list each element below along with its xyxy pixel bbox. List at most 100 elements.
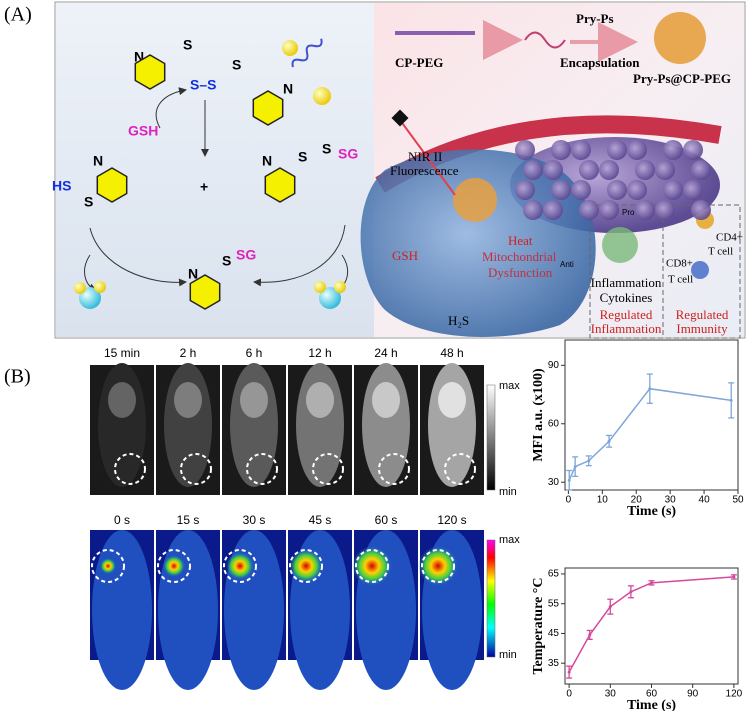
colorbar-label: min — [499, 486, 517, 498]
atom: N — [262, 153, 272, 169]
hot-spot — [289, 549, 323, 583]
spring-icon — [291, 38, 323, 68]
data-point — [567, 670, 571, 674]
cell — [360, 149, 596, 337]
data-point — [629, 590, 633, 594]
atom: S — [222, 253, 231, 269]
time-label: 12 h — [308, 346, 331, 360]
pyridine-ring — [189, 274, 221, 310]
data-point — [607, 439, 611, 443]
label: CP-PEG — [395, 55, 443, 70]
y-axis-label: Temperature °C — [531, 578, 546, 675]
pyridine-ring — [264, 167, 296, 203]
nanoparticle — [453, 178, 497, 222]
x-axis-label: Time (s) — [627, 698, 676, 711]
label: Pry-Ps@CP-PEG — [633, 71, 731, 86]
colorbar — [486, 539, 496, 658]
label: T cell — [668, 274, 693, 286]
atom: S–S — [190, 77, 216, 93]
reagent: GSH — [128, 123, 158, 139]
tumor-cell — [663, 180, 683, 200]
x-tick-label: 0 — [566, 495, 572, 506]
atom: S — [84, 194, 93, 210]
hot-spot — [226, 552, 254, 580]
atom: N — [283, 81, 293, 97]
schematic: CP-PEG Pry-Ps Encapsulation Pry-Ps@CP-PE… — [360, 11, 743, 339]
label: NIR II — [408, 149, 442, 164]
mouse-body — [296, 363, 344, 487]
time-label: 45 s — [309, 513, 332, 527]
data-point — [648, 387, 652, 391]
data-point — [567, 478, 571, 482]
tumor-marker — [157, 549, 191, 583]
colorbar — [486, 384, 496, 491]
colorbar-label: max — [499, 534, 520, 546]
tumor-marker — [312, 453, 344, 485]
y-tick-label: 45 — [548, 628, 560, 639]
nanoparticle — [654, 12, 706, 64]
cytokines-icon — [602, 227, 638, 263]
mouse-glow — [438, 382, 466, 418]
label: Dysfunction — [488, 265, 553, 280]
tumor-cell — [571, 140, 591, 160]
atom: S — [232, 57, 241, 73]
label: CD4+ — [716, 232, 743, 244]
mouse-body — [230, 363, 278, 487]
atom: S — [322, 141, 331, 157]
time-label: 30 s — [243, 513, 266, 527]
data-point — [732, 575, 736, 579]
x-tick-label: 10 — [597, 495, 609, 506]
label: Immunity — [676, 321, 728, 336]
laser — [399, 119, 456, 196]
tumor-cell — [551, 140, 571, 160]
panel-a-frame — [54, 1, 746, 339]
label: Mitochondrial — [482, 249, 557, 264]
y-tick-label: 35 — [548, 658, 560, 669]
panel-label: (B) — [4, 366, 31, 388]
tumor-cell — [523, 200, 543, 220]
label: H₂S — [448, 313, 469, 328]
data-point — [650, 581, 653, 585]
arrow — [89, 227, 187, 287]
tumor-cell — [691, 200, 711, 220]
time-label: 15 min — [104, 346, 140, 360]
x-tick-label: 40 — [699, 495, 711, 506]
label: Anti — [560, 260, 574, 269]
tumor-cell — [627, 180, 647, 200]
atom: SG — [236, 247, 256, 263]
label: Regulated — [676, 307, 729, 322]
colorbar-label: max — [499, 380, 520, 392]
molecule-icon — [313, 87, 331, 105]
y-axis-label: MFI a.u. (x100) — [531, 368, 546, 462]
label: Encapsulation — [560, 55, 640, 70]
tumor-marker — [444, 453, 476, 485]
molecule-icon — [282, 40, 298, 56]
data-point — [573, 465, 577, 469]
time-label: 120 s — [437, 513, 466, 527]
tumor-cell — [515, 140, 535, 160]
polymer-coil — [524, 31, 566, 49]
tumor-cell — [663, 140, 683, 160]
tumor-cell — [551, 180, 571, 200]
tumor-cell — [655, 160, 675, 180]
data-line — [568, 576, 734, 673]
pyridine-ring — [134, 54, 166, 90]
hot-spot — [100, 558, 116, 574]
data-point — [729, 398, 733, 402]
tumor-marker — [223, 549, 257, 583]
tumor-cell — [691, 160, 711, 180]
label: Fluorescence — [390, 163, 459, 178]
data-line — [568, 387, 732, 481]
x-tick-label: 50 — [732, 495, 744, 506]
atom: N — [93, 153, 103, 169]
tumor-cell — [627, 140, 647, 160]
label: Inflammation — [591, 275, 662, 290]
label: Inflammation — [591, 321, 662, 336]
data-point — [587, 459, 591, 463]
x-tick-label: 30 — [605, 689, 617, 700]
tumor-cell — [579, 200, 599, 220]
arrow — [155, 87, 187, 129]
x-tick-label: 0 — [566, 689, 572, 700]
tumor-marker — [91, 549, 125, 583]
